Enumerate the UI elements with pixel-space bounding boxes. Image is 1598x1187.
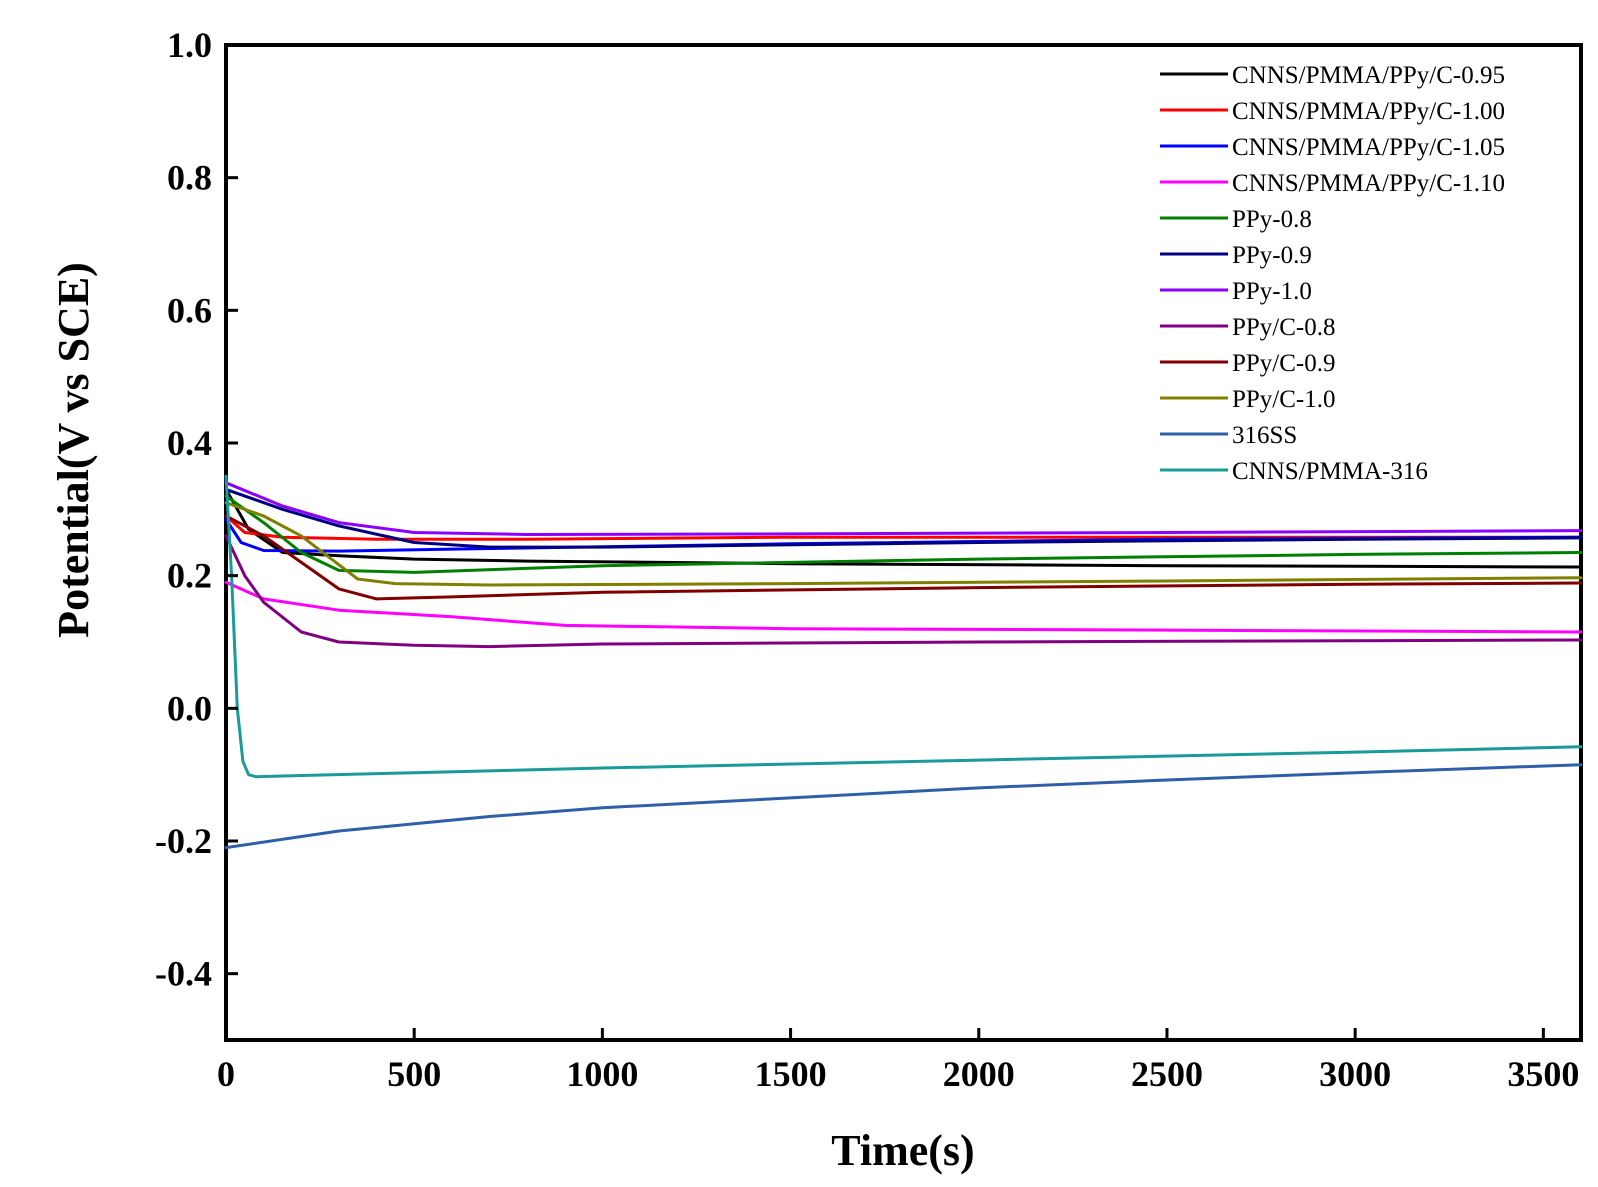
series-line (224, 517, 1583, 553)
x-tick-label: 2500 (1131, 1054, 1203, 1094)
series-line (224, 514, 1583, 541)
x-axis-title: Time(s) (831, 1126, 974, 1175)
x-tick-label: 2000 (943, 1054, 1015, 1094)
legend-label: PPy-1.0 (1232, 278, 1312, 305)
legend-label: 316SS (1232, 422, 1297, 449)
y-tick-label: 0.0 (167, 688, 212, 728)
series-line (224, 494, 1583, 574)
series-line (224, 487, 1583, 549)
plot-frame (224, 43, 1583, 1042)
series-line (224, 534, 1583, 649)
y-tick-label: -0.2 (155, 821, 212, 861)
legend-label: PPy-0.9 (1232, 242, 1312, 269)
legend: CNNS/PMMA/PPy/C-0.95 CNNS/PMMA/PPy/C-1.00… (1160, 62, 1505, 485)
series-line (224, 763, 1583, 850)
x-tick-label: 0 (217, 1054, 235, 1094)
legend-label: CNNS/PMMA/PPy/C-1.10 (1232, 170, 1505, 197)
x-tick-label: 1500 (755, 1054, 827, 1094)
y-tick-label: 0.8 (167, 158, 212, 198)
y-tick-label: -0.4 (155, 954, 212, 994)
y-tick-label: 1.0 (167, 25, 212, 65)
x-tick-label: 3000 (1319, 1054, 1391, 1094)
legend-label: PPy/C-1.0 (1232, 386, 1336, 413)
y-axis-title: Potential(V vs SCE) (49, 262, 98, 638)
y-tick-label: 0.4 (167, 423, 212, 463)
y-axis-ticks: -0.4 -0.2 0.0 0.2 0.4 0.6 0.8 1.0 (155, 25, 238, 994)
series-line (224, 514, 1583, 601)
x-axis-ticks: 0 500 1000 1500 2000 2500 3000 3500 (217, 1028, 1579, 1094)
series-line (224, 474, 1583, 779)
y-tick-label: 0.2 (167, 556, 212, 596)
x-tick-label: 3500 (1507, 1054, 1579, 1094)
legend-label: CNNS/PMMA-316 (1232, 458, 1428, 485)
series-line (224, 481, 1583, 536)
series-line (224, 501, 1583, 587)
x-tick-label: 500 (387, 1054, 441, 1094)
y-tick-label: 0.6 (167, 290, 212, 330)
x-tick-label: 1000 (566, 1054, 638, 1094)
legend-label: CNNS/PMMA/PPy/C-0.95 (1232, 62, 1505, 89)
legend-label: PPy/C-0.9 (1232, 350, 1336, 377)
series-line (224, 487, 1583, 569)
legend-label: PPy/C-0.8 (1232, 314, 1336, 341)
series-lines (224, 474, 1583, 850)
series-line (224, 580, 1583, 634)
legend-label: PPy-0.8 (1232, 206, 1312, 233)
legend-label: CNNS/PMMA/PPy/C-1.00 (1232, 98, 1505, 125)
legend-label: CNNS/PMMA/PPy/C-1.05 (1232, 134, 1505, 161)
